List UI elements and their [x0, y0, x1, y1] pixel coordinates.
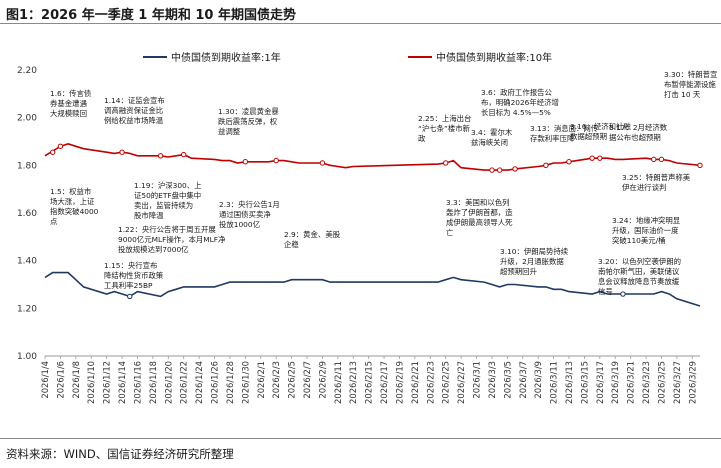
- annotation-label: 1.22：央行公告将于周五开展 9000亿元MLF操作，本月MLF净投放规模达到7…: [118, 225, 226, 254]
- source-note: 资料来源：WIND、国信证券经济研究所整理: [6, 447, 234, 461]
- annotation-label: 2.25：上海出台“沪七条”楼市新政: [418, 114, 471, 143]
- x-tick-label: 2026/3/7: [518, 361, 528, 399]
- annotation-marker: [119, 149, 125, 155]
- x-tick-label: 2026/3/9: [533, 361, 543, 399]
- annotation-label: 3.6：政府工作报告公布，明确2026年经济增长目标为 4.5%—5%: [481, 88, 559, 117]
- y-tick-label: 1.00: [17, 352, 37, 362]
- annotation-label: 3.30：特朗普宣布暂停能源设施打击 10 天: [664, 70, 717, 99]
- x-tick-label: 2026/1/16: [132, 361, 142, 404]
- x-tick-label: 2026/1/6: [55, 361, 65, 399]
- y-tick-label: 1.20: [17, 304, 37, 314]
- x-tick-label: 2026/3/13: [564, 361, 574, 404]
- annotation-marker: [512, 166, 518, 172]
- annotation-marker: [543, 162, 549, 169]
- annotation-label: 1.5：权益市场大涨，上证指数突破4000 点: [50, 187, 99, 226]
- annotation-marker: [157, 153, 164, 159]
- legend-label-1y: 中债国债到期收益率:1年: [171, 51, 281, 64]
- x-tick-label: 2026/3/5: [502, 361, 512, 399]
- annotation-label: 2.9：黄金、美股企稳: [284, 230, 341, 249]
- annotation-label: 1.6：传言债券基金遭遇大规模赎回: [50, 89, 92, 118]
- x-tick-label: 2026/1/28: [225, 361, 235, 404]
- annotation-label: 3.17：2月经济数据公布也超预期: [609, 123, 668, 142]
- annotation-marker: [181, 151, 187, 158]
- annotation-label: 3.24：地缘冲突明显升级，国际油价一度突破110美元/桶: [612, 216, 681, 245]
- x-tick-label: 2026/1/10: [86, 361, 96, 404]
- annotation-label: 1.15：央行宣布降结构性货币政策工具利率25BP: [104, 261, 164, 290]
- x-tick-label: 2026/2/3: [271, 361, 281, 399]
- x-tick-label: 2026/1/14: [117, 361, 127, 404]
- annotation-marker: [127, 293, 133, 300]
- x-tick-label: 2026/1/30: [240, 361, 250, 404]
- annotation-label: 3.20：以色列空袭伊朗的南帕尔斯气田，美联储议息会议释放降息节奏放缓信号: [598, 257, 681, 296]
- annotation-marker: [651, 156, 657, 163]
- annotation-label: 3.10：伊朗局势持续升级，2月通胀数据超预期回升: [500, 247, 569, 276]
- x-tick-label: 2026/1/18: [148, 361, 158, 404]
- x-tick-label: 2026/2/13: [348, 361, 358, 404]
- x-tick-label: 2026/3/11: [549, 361, 559, 404]
- annotation-marker: [620, 291, 626, 297]
- annotation-label: 3.3：美国和以色列轰炸了伊朗首都，造成伊朗最高领导人死亡: [446, 198, 513, 237]
- annotation-label: 1.19：沪深300、上证50的ETF盘中集中卖出，监管持续为股市降温: [134, 181, 202, 220]
- x-tick-label: 2026/3/27: [672, 361, 682, 404]
- annotation-label: 1.30：凌晨黄金暴跌后震荡反弹，权益调整: [218, 107, 279, 136]
- x-tick-label: 2026/2/17: [379, 361, 389, 404]
- annotation-marker: [242, 159, 249, 165]
- annotation-marker: [597, 155, 603, 161]
- legend-label-10y: 中债国债到期收益率:10年: [436, 51, 552, 64]
- x-tick-label: 2026/2/9: [317, 361, 327, 399]
- x-tick-label: 2026/3/21: [626, 361, 636, 404]
- annotation-label: 3.25：特朗普声称美伊在进行谈判: [622, 173, 691, 192]
- annotation-marker: [319, 160, 326, 166]
- x-tick-label: 2026/2/1: [256, 361, 266, 399]
- x-tick-label: 2026/3/17: [595, 361, 605, 404]
- x-tick-label: 2026/3/19: [610, 361, 620, 404]
- annotation-marker: [566, 159, 572, 165]
- x-tick-label: 2026/2/15: [364, 361, 374, 404]
- x-tick-label: 2026/2/21: [410, 361, 420, 404]
- x-tick-label: 2026/1/24: [194, 361, 204, 404]
- x-tick-label: 2026/2/7: [302, 361, 312, 399]
- x-tick-label: 2026/2/25: [441, 361, 451, 404]
- annotation-marker: [273, 157, 279, 164]
- annotation-marker: [57, 143, 64, 149]
- annotation-label: 2.3：央行公告1月通过国债买卖净投放1000亿: [219, 200, 280, 229]
- x-tick-label: 2026/1/4: [40, 361, 50, 399]
- x-tick-label: 2026/2/5: [287, 361, 297, 399]
- annotation-marker: [697, 162, 703, 169]
- x-tick-label: 2026/3/29: [687, 361, 697, 404]
- top-rule: [0, 23, 721, 24]
- bottom-rule: [0, 438, 721, 439]
- y-tick-label: 1.80: [17, 161, 37, 171]
- x-tick-label: 2026/1/22: [179, 361, 189, 404]
- y-tick-label: 2.00: [17, 114, 37, 124]
- y-tick-label: 2.20: [17, 66, 37, 76]
- x-tick-label: 2026/3/25: [656, 361, 666, 404]
- x-tick-label: 2026/1/8: [71, 361, 81, 399]
- annotation-marker: [658, 156, 665, 163]
- x-tick-label: 2026/1/20: [163, 361, 173, 404]
- annotation-marker: [443, 160, 449, 166]
- y-tick-label: 1.40: [17, 257, 37, 267]
- x-tick-label: 2026/1/26: [210, 361, 220, 404]
- annotation-marker: [489, 167, 495, 173]
- x-tick-label: 2026/3/15: [579, 361, 589, 404]
- x-tick-label: 2026/1/12: [102, 361, 112, 404]
- x-tick-label: 2026/3/1: [472, 361, 482, 399]
- annotation-label: 1.14：证监会宣布调高融资保证金比例给权益市场降温: [104, 96, 165, 125]
- y-tick-label: 1.60: [17, 209, 37, 219]
- x-tick-label: 2026/3/3: [487, 361, 497, 399]
- annotation-marker: [50, 149, 56, 155]
- x-tick-label: 2026/2/19: [394, 361, 404, 404]
- x-tick-label: 2026/2/23: [425, 361, 435, 404]
- x-tick-label: 2026/2/27: [456, 361, 466, 404]
- figure-title: 图1：2026 年一季度 1 年期和 10 年期国债走势: [6, 8, 296, 23]
- annotation-label: 3.4：霍尔木兹海峡关闭: [471, 128, 513, 147]
- annotation-label: 3.16：经济和社融数据超预期: [570, 122, 631, 141]
- annotation-marker: [496, 167, 503, 173]
- x-tick-label: 2026/3/23: [641, 361, 651, 404]
- annotation-label: 3.13：消息面：网传存款利率压降: [530, 124, 599, 143]
- x-tick-label: 2026/2/11: [333, 361, 343, 404]
- annotation-marker: [589, 155, 595, 161]
